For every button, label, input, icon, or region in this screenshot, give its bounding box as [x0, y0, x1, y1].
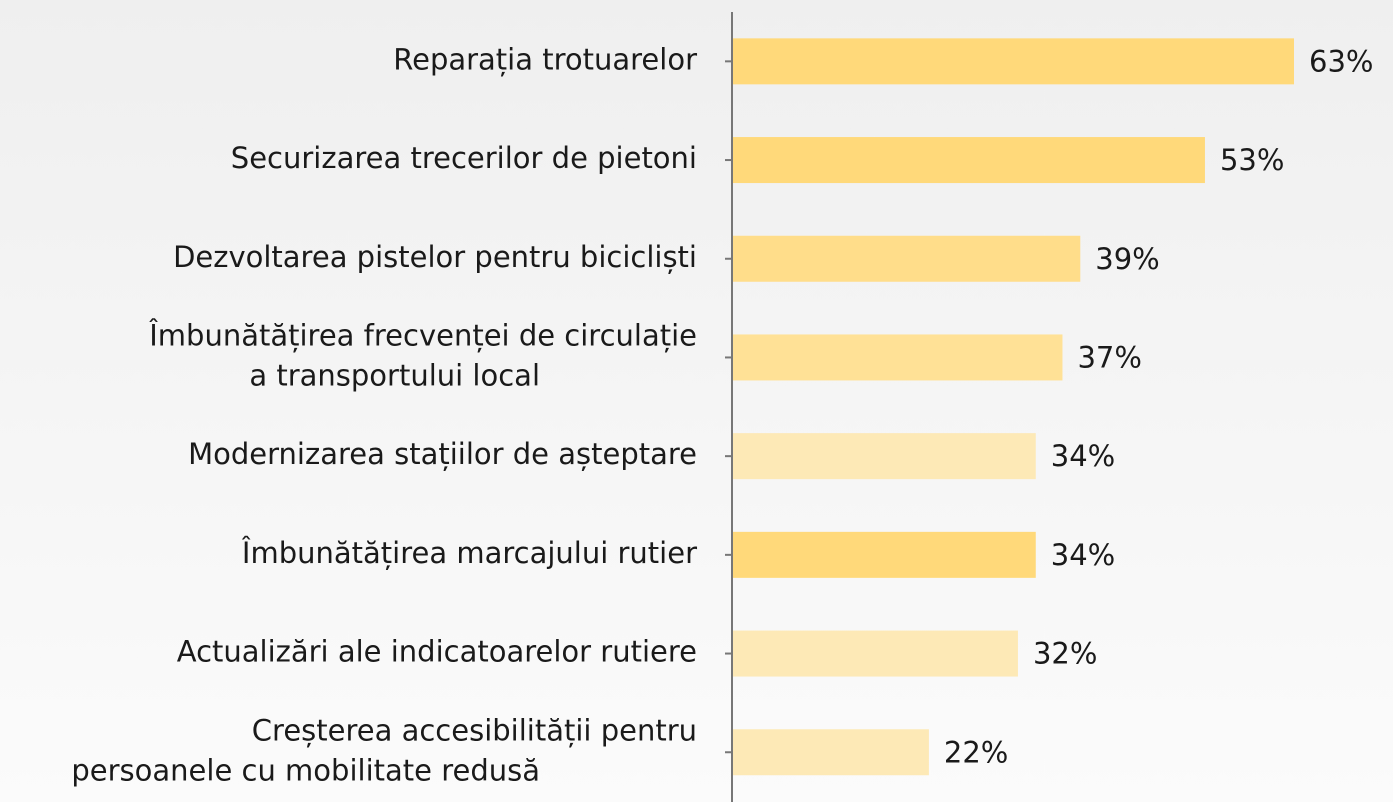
- bar: [733, 531, 1036, 578]
- bar: [733, 433, 1036, 480]
- value-label: 53%: [1220, 143, 1284, 177]
- bar: [733, 235, 1081, 282]
- bar: [733, 630, 1018, 677]
- value-label: 63%: [1309, 44, 1373, 78]
- value-label: 34%: [1051, 538, 1115, 572]
- category-label: Actualizări ale indicatoarelor rutiere: [177, 635, 697, 669]
- category-label: Modernizarea stațiilor de așteptare: [188, 437, 697, 471]
- bar: [733, 38, 1294, 85]
- category-label: Îmbunătățirea marcajului rutier: [241, 536, 697, 570]
- value-label: 37%: [1077, 340, 1141, 374]
- value-label: 39%: [1095, 242, 1159, 276]
- bar: [733, 729, 929, 776]
- value-label: 34%: [1051, 439, 1115, 473]
- bar: [733, 334, 1063, 381]
- category-label: Securizarea trecerilor de pietoni: [231, 141, 697, 175]
- value-label: 32%: [1033, 637, 1097, 671]
- category-label: Îmbunătățirea frecvenței de circulație a …: [148, 318, 697, 392]
- category-label: Reparația trotuarelor: [393, 42, 697, 76]
- category-label: Dezvoltarea pistelor pentru bicicliști: [173, 240, 697, 274]
- value-label: 22%: [944, 735, 1008, 769]
- bar: [733, 137, 1205, 184]
- category-label: Creșterea accesibilității pentru persoane…: [71, 713, 697, 787]
